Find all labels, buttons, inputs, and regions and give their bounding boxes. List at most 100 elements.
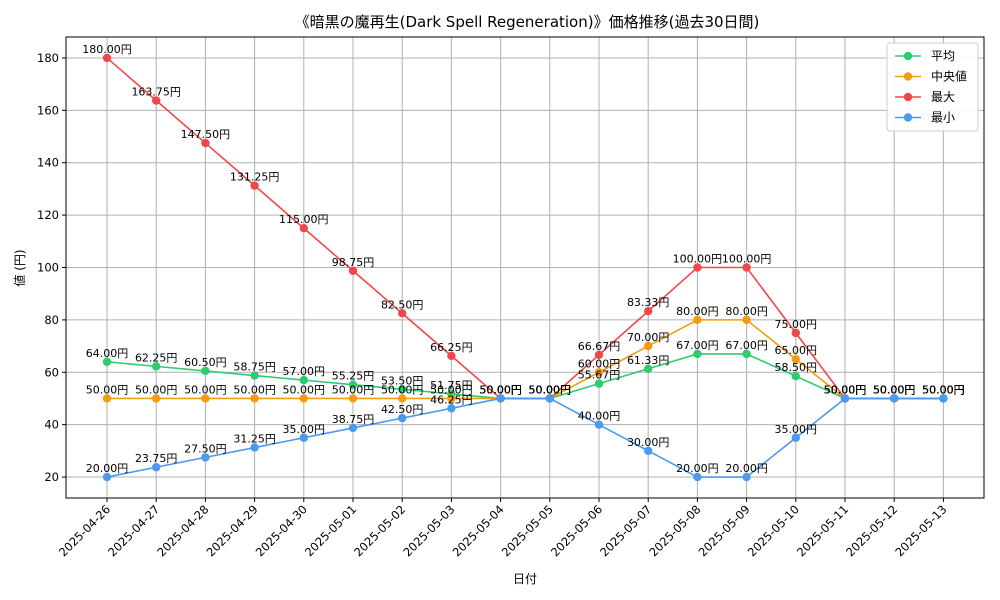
data-label: 30.00円 [627, 436, 670, 449]
data-label: 51.75円 [430, 379, 473, 392]
data-point [447, 404, 456, 413]
data-point [348, 394, 358, 403]
data-point [201, 366, 210, 376]
data-label: 70.00円 [627, 331, 670, 344]
data-point [152, 362, 161, 371]
data-label: 50.00円 [479, 383, 522, 396]
data-label: 64.00円 [86, 347, 129, 360]
data-point [644, 306, 653, 316]
data-label: 62.25円 [135, 351, 178, 364]
data-label: 147.50円 [181, 128, 231, 141]
data-label: 50.00円 [283, 383, 326, 396]
data-label: 55.67円 [578, 369, 621, 382]
data-point [152, 463, 161, 472]
data-label: 80.00円 [725, 305, 768, 318]
data-point [299, 394, 308, 403]
legend-swatch-marker [903, 92, 913, 102]
data-label: 20.00円 [86, 462, 129, 475]
data-point [545, 394, 554, 403]
data-point [791, 354, 800, 364]
data-label: 50.00円 [824, 383, 867, 396]
data-label: 35.00円 [283, 423, 326, 436]
x-tick-label: 2025-04-30 [253, 502, 310, 559]
data-point [398, 413, 407, 423]
data-point [742, 472, 751, 482]
chart-title: 《暗黒の魔再生(Dark Spell Regeneration)》価格推移(過去… [295, 13, 760, 31]
data-label: 50.00円 [529, 383, 572, 396]
data-label: 50.00円 [922, 383, 965, 396]
y-tick-label: 180 [37, 51, 59, 65]
data-point [742, 349, 751, 359]
data-label: 50.00円 [529, 383, 572, 396]
x-tick-label: 2025-05-09 [696, 502, 753, 559]
x-tick-label: 2025-05-04 [450, 502, 507, 559]
series-line-2 [106, 57, 944, 400]
data-point [693, 472, 702, 482]
series-line-3 [106, 397, 944, 478]
x-tick-label: 2025-05-05 [499, 502, 556, 559]
data-label: 58.50円 [775, 361, 818, 374]
data-label: 20.00円 [676, 462, 719, 475]
data-label: 50.00円 [430, 383, 473, 396]
data-point [201, 453, 210, 462]
data-label: 60.00円 [578, 357, 621, 370]
data-point [890, 394, 899, 403]
data-point [299, 224, 308, 233]
data-label: 83.33円 [627, 296, 670, 309]
data-label: 58.75円 [233, 361, 276, 374]
data-point [594, 379, 604, 388]
data-label: 27.50円 [184, 442, 227, 455]
data-label: 50.00円 [824, 383, 867, 396]
data-label: 50.00円 [922, 383, 965, 396]
x-tick-label: 2025-05-10 [745, 502, 802, 559]
data-label: 31.25円 [233, 433, 276, 446]
legend-entry-label: 最小 [931, 111, 955, 125]
x-tick-label: 2025-05-13 [892, 502, 949, 559]
data-label: 98.75円 [332, 256, 375, 269]
data-label: 40.00円 [578, 410, 621, 423]
x-axis-label: 日付 [513, 572, 537, 586]
data-label: 35.00円 [775, 423, 818, 436]
x-tick-label: 2025-04-28 [154, 502, 211, 559]
data-point [348, 380, 358, 389]
x-tick-label: 2025-04-29 [204, 502, 261, 559]
data-label: 66.67円 [578, 340, 621, 353]
legend-entry-label: 中央値 [931, 69, 967, 84]
data-label: 55.25円 [332, 370, 375, 383]
data-label: 66.25円 [430, 341, 473, 354]
data-label: 60.50円 [184, 356, 227, 369]
x-tick-label: 2025-04-27 [105, 502, 162, 559]
data-label: 61.33円 [627, 354, 670, 367]
data-point [791, 372, 800, 381]
legend-entry-label: 最大 [931, 90, 955, 104]
legend-swatch-marker [903, 51, 913, 61]
data-point [644, 446, 653, 456]
data-point [791, 433, 800, 442]
data-point [693, 263, 702, 272]
data-point [152, 96, 161, 105]
data-label: 57.00円 [283, 365, 326, 378]
data-labels-layer: 64.00円 62.25円 60.50円 58.75円 57.00円 55.25円 53.5… [82, 43, 964, 475]
data-label: 50.00円 [381, 383, 424, 396]
data-label: 180.00円 [82, 43, 132, 56]
series-layer [102, 53, 948, 482]
data-point [201, 394, 210, 403]
data-point [398, 385, 407, 394]
data-point [644, 341, 653, 351]
data-label: 50.00円 [86, 383, 129, 396]
data-label: 82.50円 [381, 298, 424, 311]
y-axis-label: 値 (円) [12, 249, 27, 286]
data-point [398, 309, 407, 318]
data-label: 50.00円 [922, 383, 965, 396]
data-point [102, 357, 112, 366]
x-tick-label: 2025-04-26 [56, 502, 113, 559]
data-label: 50.00円 [873, 383, 916, 396]
x-tick-label: 2025-05-08 [646, 502, 703, 559]
data-point [250, 443, 259, 452]
data-point [447, 351, 456, 361]
data-label: 50.00円 [529, 383, 572, 396]
data-point [939, 394, 948, 403]
data-point [742, 315, 751, 325]
